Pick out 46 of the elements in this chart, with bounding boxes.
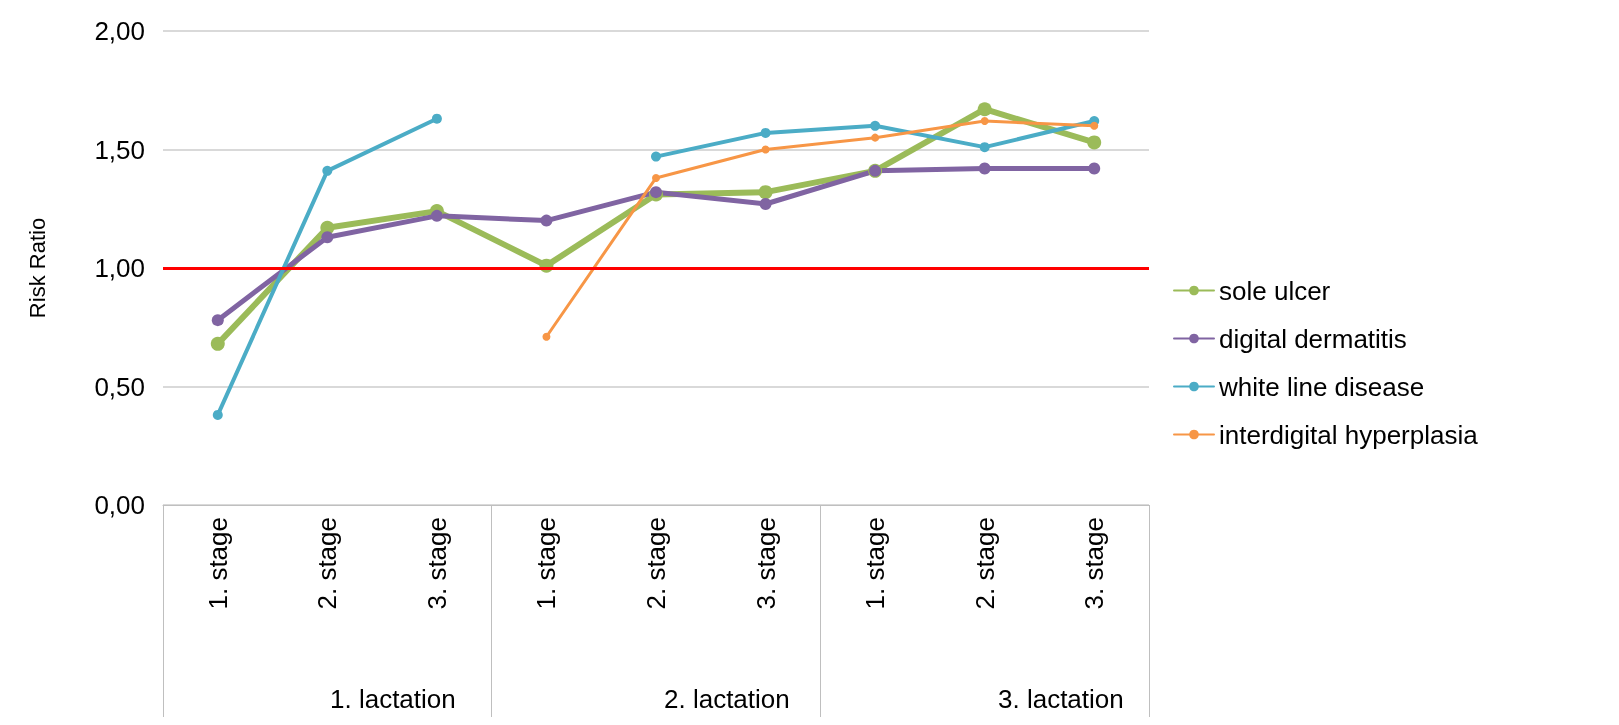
point <box>431 113 442 124</box>
point <box>652 173 660 182</box>
point <box>651 151 661 162</box>
point <box>760 127 771 138</box>
point <box>978 162 991 175</box>
point <box>871 133 880 142</box>
x-tick-label: 2. stage <box>641 517 671 610</box>
legend-label: white line disease <box>1218 371 1425 402</box>
y-tick-label: 0,00 <box>94 490 145 520</box>
point <box>761 145 770 154</box>
point <box>1087 135 1102 150</box>
x-tick-label: 1. stage <box>202 517 233 610</box>
point <box>979 142 990 153</box>
point <box>210 336 225 351</box>
x-tick-label: 2. stage <box>969 517 1000 610</box>
point <box>211 314 224 327</box>
text: 3. lactation <box>998 684 1124 714</box>
point <box>1088 162 1101 175</box>
text: 1. lactation <box>330 684 456 714</box>
point <box>322 165 333 176</box>
point <box>1090 121 1099 130</box>
x-tick-label: 2. stage <box>312 517 343 610</box>
point <box>758 185 773 200</box>
x-tick-label: 3. stage <box>1079 517 1110 610</box>
y-tick-label: 1,00 <box>94 253 145 283</box>
point <box>980 117 989 126</box>
x-tick-label: 1. stage <box>531 517 562 610</box>
point <box>321 231 334 244</box>
y-tick-label: 1,50 <box>94 134 145 165</box>
y-tick-label: 2,00 <box>94 16 145 46</box>
point <box>212 409 223 420</box>
x-tick-label: 3. stage <box>750 517 781 610</box>
point <box>430 209 443 222</box>
point <box>870 120 881 131</box>
legend-label: sole ulcer <box>1219 275 1331 306</box>
point <box>977 102 992 117</box>
point <box>759 198 772 211</box>
text: 2. lactation <box>664 684 790 714</box>
legend-label: interdigital hyperplasia <box>1219 419 1479 450</box>
y-tick-label: 0,50 <box>94 371 145 402</box>
point <box>540 214 553 227</box>
x-tick-label: 1. stage <box>860 517 891 610</box>
legend-label: digital dermatitis <box>1219 323 1407 354</box>
point <box>542 332 551 341</box>
y-axis-title: Risk Ratio <box>24 217 50 319</box>
x-tick-label: 3. stage <box>421 517 452 610</box>
